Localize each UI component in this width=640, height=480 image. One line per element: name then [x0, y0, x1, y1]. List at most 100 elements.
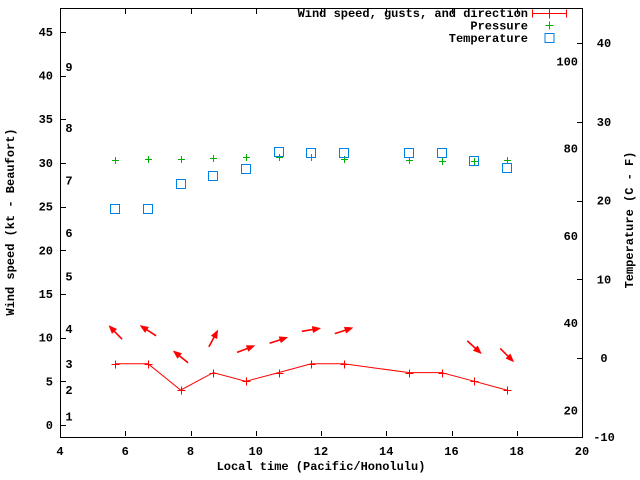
kt-tick-label: 35 [39, 113, 53, 127]
wind-direction-arrow-head [278, 336, 289, 344]
celsius-tick-label: -10 [593, 431, 615, 445]
x-tick-label: 16 [444, 445, 458, 459]
wind-direction-arrow-head [311, 326, 322, 334]
x-tick-label: 14 [379, 445, 393, 459]
wind-direction-arrow [499, 347, 515, 363]
pressure-point-marker [145, 156, 152, 163]
wind-direction-arrow [172, 350, 189, 364]
pressure-point-marker [439, 158, 446, 165]
pressure-point-marker [243, 154, 250, 161]
celsius-tick-label: 40 [597, 37, 611, 51]
x-tick-label: 4 [56, 445, 63, 459]
beaufort-tick-label: 8 [65, 122, 72, 136]
temperature-point-marker [403, 147, 415, 159]
kt-tick-label: 30 [39, 157, 53, 171]
kt-tick-label: 20 [39, 244, 53, 258]
wind-direction-arrow-head [139, 325, 150, 333]
pressure-point-marker [471, 158, 478, 165]
temperature-point-marker [207, 170, 219, 182]
temperature-point-marker [338, 147, 350, 159]
fahrenheit-tick-label: 60 [564, 230, 578, 244]
x-tick-label: 10 [249, 445, 263, 459]
fahrenheit-tick-label: 40 [564, 317, 578, 331]
kt-tick-label: 15 [39, 288, 53, 302]
beaufort-tick-label: 3 [65, 358, 72, 372]
wind-direction-arrow-head [472, 345, 482, 355]
legend-label-wind: Wind speed, gusts, and direction [298, 7, 528, 21]
wind-direction-arrow [208, 329, 219, 348]
wind-speed-line [115, 363, 508, 391]
kt-tick-label: 40 [39, 70, 53, 84]
wind-point-marker [209, 369, 218, 378]
pressure-point-marker [276, 154, 283, 161]
x-tick-label: 12 [314, 445, 328, 459]
beaufort-tick-label: 5 [65, 270, 72, 284]
celsius-tick-label: 30 [597, 116, 611, 130]
plot-generated-layer: 4 6 8 10 12 14 16 18 200510152025303540451234567… [39, 8, 615, 459]
kt-tick-label: 5 [46, 375, 53, 389]
temperature-point-marker [109, 203, 121, 215]
legend-label-pressure: Pressure [470, 20, 528, 34]
wind-direction-arrow-head [210, 329, 219, 340]
y-left-axis-label: Wind speed (kt - Beaufort) [4, 128, 18, 315]
fahrenheit-tick-label: 80 [564, 143, 578, 157]
temperature-point-marker [273, 146, 285, 158]
wind-point-marker [144, 360, 153, 369]
wind-direction-arrow [334, 326, 354, 335]
temperature-point-marker [305, 147, 317, 159]
beaufort-tick-label: 1 [65, 410, 72, 424]
beaufort-tick-label: 7 [65, 174, 72, 188]
wind-direction-arrow-head [172, 350, 183, 359]
wind-direction-arrow-head [108, 325, 118, 334]
wind-point-marker [111, 360, 120, 369]
temperature-point-marker [468, 155, 480, 167]
temperature-point-marker [436, 147, 448, 159]
beaufort-tick-label: 2 [65, 384, 72, 398]
pressure-point-marker [210, 155, 217, 162]
wind-point-marker [307, 360, 316, 369]
temperature-legend-marker [544, 32, 555, 44]
wind-legend-marker [532, 8, 567, 19]
temperature-point-marker [501, 162, 513, 174]
wind-direction-arrow-head [245, 345, 256, 352]
x-tick-label: 8 [187, 445, 194, 459]
wind-point-marker [503, 386, 512, 395]
wind-direction-arrow-head [343, 326, 354, 334]
wind-direction-arrow [139, 325, 157, 337]
beaufort-tick-label: 4 [65, 323, 72, 337]
kt-tick-label: 45 [39, 26, 53, 40]
celsius-tick-label: 20 [597, 195, 611, 209]
wind-direction-arrow [236, 345, 256, 354]
plot-border [60, 8, 583, 438]
x-axis-label: Local time (Pacific/Honolulu) [217, 460, 426, 474]
wind-direction-arrow [466, 340, 482, 355]
pressure-legend-marker [545, 21, 554, 30]
wind-point-marker [275, 369, 284, 378]
pressure-point-marker [112, 157, 119, 164]
beaufort-tick-label: 6 [65, 227, 72, 241]
wind-point-marker [177, 386, 186, 395]
wind-direction-arrow-head [505, 353, 515, 363]
wind-direction-arrow [269, 336, 289, 344]
beaufort-tick-label: 9 [65, 61, 72, 75]
kt-tick-label: 10 [39, 332, 53, 346]
wind-point-marker [438, 369, 447, 378]
celsius-tick-label: 10 [597, 273, 611, 287]
x-tick-label: 20 [575, 445, 589, 459]
wind-point-marker [340, 360, 349, 369]
wind-direction-arrow [108, 325, 123, 340]
pressure-point-marker [178, 156, 185, 163]
wind-direction-arrow [301, 326, 322, 334]
fahrenheit-tick-label: 100 [556, 55, 578, 69]
fahrenheit-tick-label: 20 [564, 404, 578, 418]
wind-point-marker [242, 377, 251, 386]
wind-point-marker [470, 377, 479, 386]
wind-point-marker [405, 369, 414, 378]
kt-tick-label: 25 [39, 201, 53, 215]
legend: Wind speed, gusts, and direction Pressur… [298, 7, 567, 46]
x-tick-label: 18 [510, 445, 524, 459]
celsius-tick-label: 0 [600, 352, 607, 366]
kt-tick-label: 0 [46, 419, 53, 433]
